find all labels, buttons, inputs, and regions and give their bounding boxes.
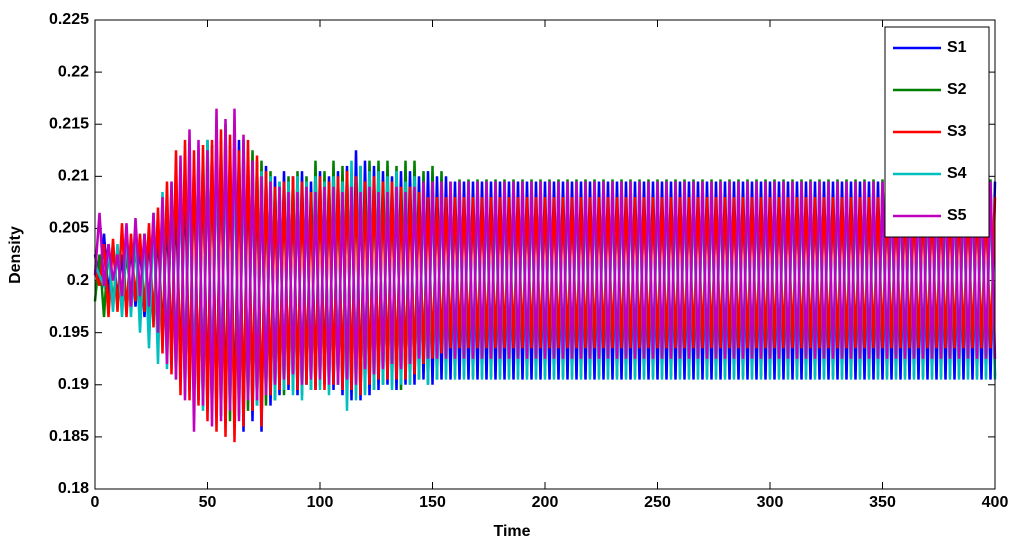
legend-label: S5 [947, 207, 967, 224]
legend-label: S1 [947, 39, 967, 56]
y-tick-label: 0.195 [49, 324, 89, 341]
y-tick-label: 0.18 [58, 480, 89, 497]
legend-label: S3 [947, 123, 967, 140]
x-tick-label: 0 [91, 494, 100, 511]
legend-label: S2 [947, 81, 967, 98]
x-tick-label: 250 [644, 494, 671, 511]
series-line [93, 108, 997, 432]
y-tick-label: 0.19 [58, 376, 89, 393]
y-tick-label: 0.215 [49, 115, 89, 132]
x-axis-label: Time [493, 523, 530, 540]
x-tick-label: 150 [419, 494, 446, 511]
y-axis-label: Density [7, 226, 24, 284]
y-tick-label: 0.2 [67, 272, 89, 289]
x-tick-label: 100 [307, 494, 334, 511]
legend-label: S4 [947, 165, 967, 182]
y-tick-label: 0.22 [58, 63, 89, 80]
y-tick-label: 0.205 [49, 220, 89, 237]
x-tick-label: 50 [199, 494, 217, 511]
x-tick-label: 200 [532, 494, 559, 511]
x-tick-label: 400 [982, 494, 1009, 511]
legend: S1 S2 S3 S4 S5 [884, 26, 990, 238]
x-tick-label: 350 [869, 494, 896, 511]
y-tick-label: 0.225 [49, 11, 89, 28]
y-tick-label: 0.185 [49, 428, 89, 445]
x-tick-label: 300 [757, 494, 784, 511]
plot-frame [94, 19, 996, 490]
y-tick-label: 0.21 [58, 168, 89, 185]
